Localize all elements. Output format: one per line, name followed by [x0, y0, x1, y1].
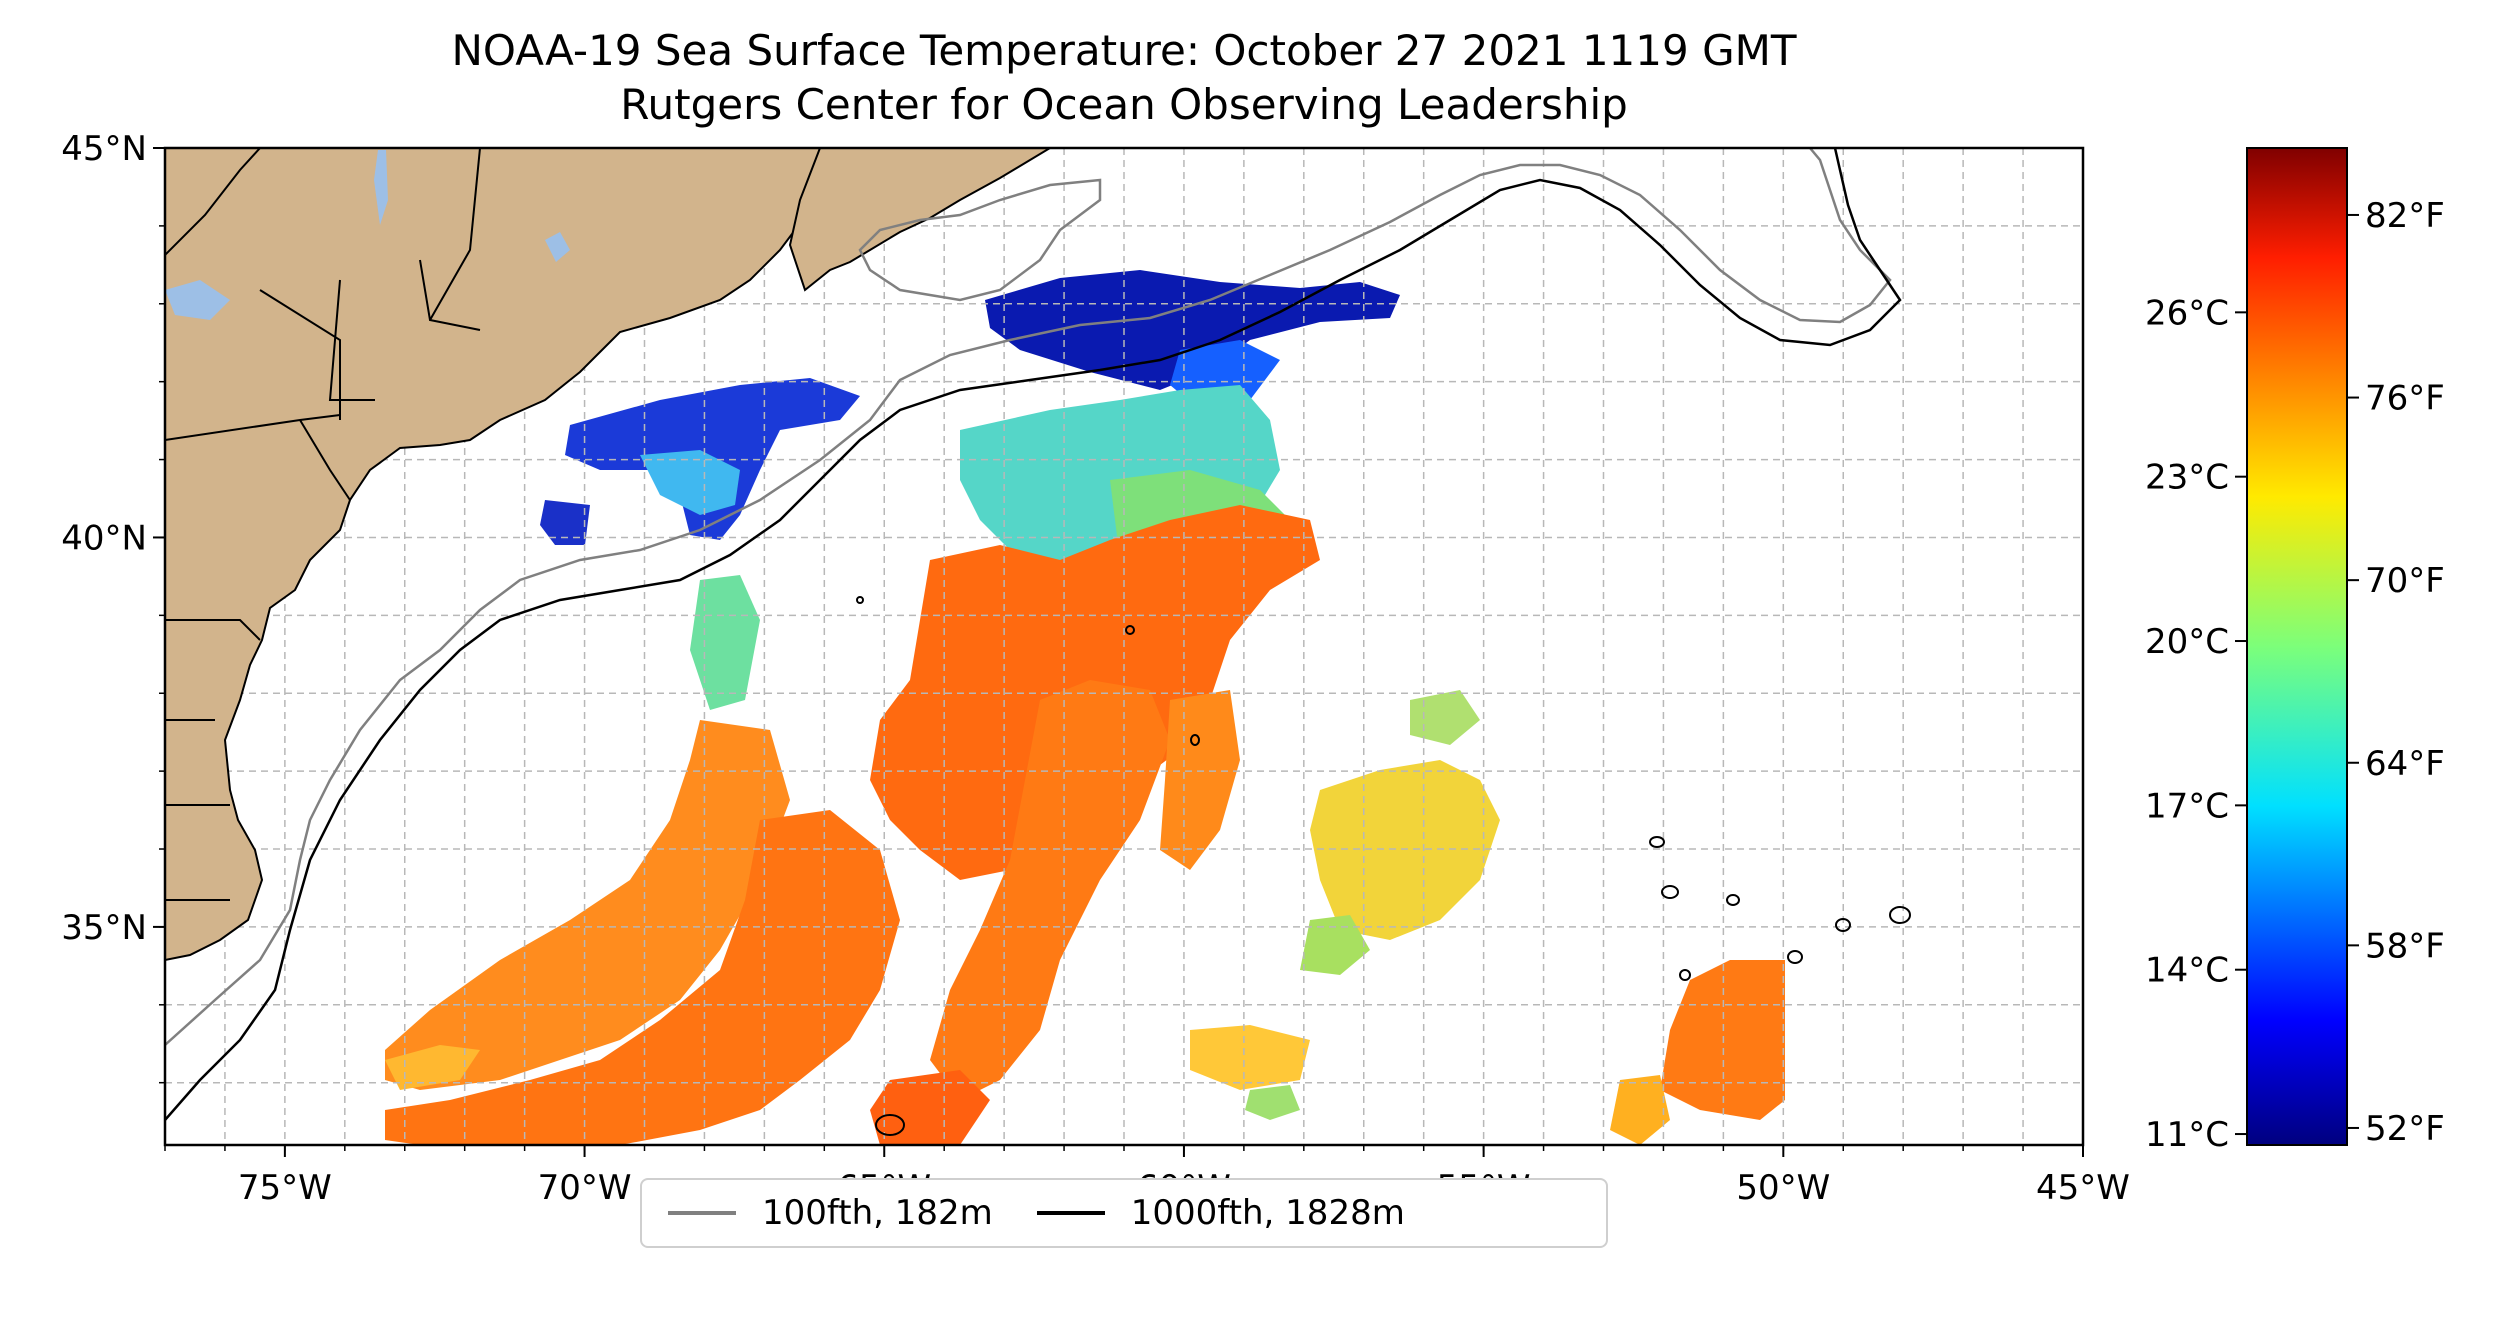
chart-title: NOAA-19 Sea Surface Temperature: October…: [165, 24, 2083, 132]
lake-ontario: [165, 280, 230, 320]
legend-label-100fth: 100fth, 182m: [762, 1193, 993, 1233]
fahrenheit-tick-label: 82°F: [2365, 196, 2445, 236]
lon-tick-label: 45°W: [2036, 1168, 2130, 1208]
fahrenheit-tick-label: 52°F: [2365, 1109, 2445, 1149]
lon-tick-label: 70°W: [538, 1168, 632, 1208]
celsius-tick-label: 11°C: [2145, 1115, 2229, 1155]
celsius-tick-label: 14°C: [2145, 951, 2229, 991]
lat-tick-label: 45°N: [61, 129, 147, 169]
sst-patch-east-warm: [1160, 690, 1240, 870]
lat-tick-label: 35°N: [61, 908, 147, 948]
lake-moosehead: [545, 232, 570, 262]
lake-champlain: [374, 150, 388, 225]
graticule: [165, 148, 2083, 1145]
sst-patch-far-east-small: [1610, 1075, 1670, 1145]
colorbar-fahrenheit-axis: 52°F 58°F 64°F 70°F 76°F 82°F: [2347, 196, 2445, 1149]
sst-patch-shelf-small: [540, 500, 590, 545]
colorbar: 11°C 14°C 17°C 20°C 23°C 26°C 52°F 58°F 64°F 70°…: [2145, 147, 2445, 1155]
isobath-1000fth: [165, 148, 1902, 1121]
lat-tick-label: 40°N: [61, 518, 147, 558]
sst-patch-green-strip: [690, 575, 760, 710]
sst-data-layer: [385, 270, 1785, 1145]
celsius-tick-label: 26°C: [2145, 293, 2229, 333]
legend-swatch-100fth: [668, 1211, 736, 1215]
legend-item-1000fth: 1000fth, 1828m: [1011, 1193, 1405, 1233]
fahrenheit-tick-label: 58°F: [2365, 926, 2445, 966]
isobath-100fth: [165, 148, 1892, 1046]
lon-tick-label: 50°W: [1736, 1168, 1830, 1208]
colorbar-celsius-axis: 11°C 14°C 17°C 20°C 23°C 26°C: [2145, 293, 2247, 1155]
fahrenheit-tick-label: 64°F: [2365, 744, 2445, 784]
sst-patch-bottom-warm: [870, 1070, 990, 1145]
sst-patch-south-green: [1245, 1085, 1300, 1120]
map-area: [165, 148, 2083, 1145]
sst-patch-southwest-warm: [385, 720, 790, 1090]
sst-patch-gulfstream-south: [930, 680, 1170, 1100]
seamount-contours: [856, 596, 1911, 1136]
title-line-2: Rutgers Center for Ocean Observing Leade…: [620, 80, 1628, 129]
celsius-tick-label: 23°C: [2145, 458, 2229, 498]
celsius-tick-label: 20°C: [2145, 622, 2229, 662]
latitude-axis: 35°N 40°N 45°N: [61, 129, 165, 1084]
sst-patch-sw-edge: [385, 1045, 480, 1090]
sst-patch-south-warm: [385, 810, 900, 1145]
isobath-legend: 100fth, 182m 1000fth, 1828m: [640, 1178, 1608, 1248]
lon-tick-label: 75°W: [238, 1168, 332, 1208]
sst-patch-north-cold: [985, 270, 1400, 390]
celsius-tick-label: 17°C: [2145, 786, 2229, 826]
legend-label-1000fth: 1000fth, 1828m: [1130, 1193, 1405, 1233]
legend-item-100fth: 100fth, 182m: [642, 1193, 993, 1233]
title-line-1: NOAA-19 Sea Surface Temperature: October…: [451, 26, 1797, 75]
sst-patch-south-yellow: [1190, 1025, 1310, 1090]
colorbar-gradient: [2246, 147, 2348, 1146]
fahrenheit-tick-label: 70°F: [2365, 561, 2445, 601]
sst-patch-shelf-cyan: [640, 450, 740, 515]
sst-patch-east-green: [1300, 915, 1370, 975]
sst-patch-east-north: [1410, 690, 1480, 745]
sst-patch-east-yellow: [1310, 760, 1500, 940]
fahrenheit-tick-label: 76°F: [2365, 379, 2445, 419]
legend-swatch-1000fth: [1036, 1211, 1105, 1215]
state-borders: [165, 148, 481, 901]
quebec-land: [165, 148, 262, 257]
sst-patch-far-east-warm: [1660, 960, 1785, 1120]
